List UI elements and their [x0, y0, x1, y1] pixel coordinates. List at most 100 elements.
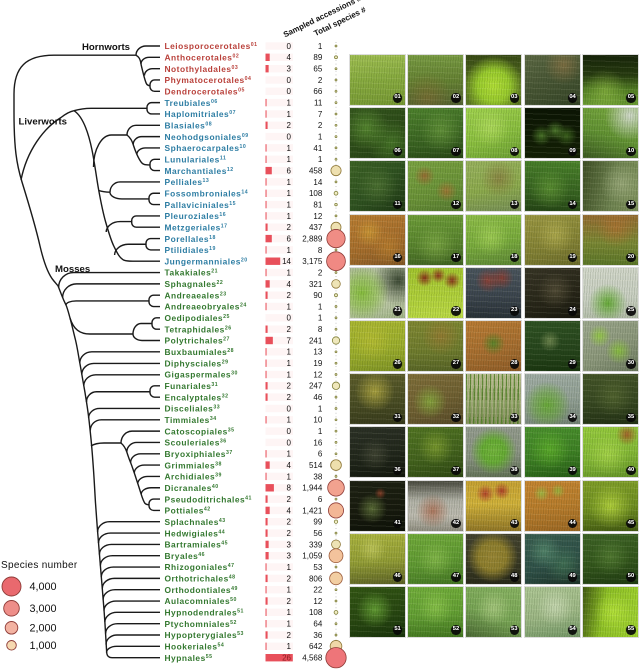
svg-text:Funariales31: Funariales31 [165, 381, 219, 391]
svg-text:0: 0 [287, 76, 292, 85]
svg-text:1: 1 [318, 314, 323, 323]
svg-text:Treubiales06: Treubiales06 [165, 98, 218, 108]
svg-text:1,000: 1,000 [30, 640, 57, 652]
svg-text:Oedipodiales25: Oedipodiales25 [165, 313, 230, 323]
svg-text:8: 8 [318, 325, 323, 334]
svg-text:41: 41 [313, 144, 322, 153]
svg-text:6: 6 [287, 167, 292, 176]
svg-text:2: 2 [287, 518, 292, 527]
svg-text:Pseudoditrichales41: Pseudoditrichales41 [165, 494, 252, 504]
svg-text:1: 1 [287, 178, 292, 187]
svg-text:Tetraphidales26: Tetraphidales26 [165, 324, 232, 334]
svg-text:19: 19 [313, 359, 322, 368]
svg-text:Andreaeobryales24: Andreaeobryales24 [165, 302, 247, 312]
svg-text:1: 1 [287, 201, 292, 210]
svg-text:2: 2 [318, 268, 323, 277]
svg-text:3: 3 [287, 65, 292, 74]
svg-text:Blasiales08: Blasiales08 [165, 121, 213, 131]
svg-text:56: 56 [313, 529, 322, 538]
svg-text:Bryoxiphiales37: Bryoxiphiales37 [165, 449, 233, 459]
svg-text:1: 1 [287, 110, 292, 119]
svg-text:Archidiales39: Archidiales39 [165, 472, 222, 482]
svg-text:3,175: 3,175 [302, 257, 323, 266]
svg-text:81: 81 [313, 201, 322, 210]
svg-text:6: 6 [318, 450, 323, 459]
svg-text:Ptychomniales52: Ptychomniales52 [165, 619, 237, 629]
svg-text:1: 1 [287, 144, 292, 153]
svg-text:11: 11 [314, 99, 323, 108]
svg-text:12: 12 [313, 212, 322, 221]
svg-text:Pallaviciniales15: Pallaviciniales15 [165, 200, 237, 210]
svg-text:1,944: 1,944 [302, 484, 323, 493]
svg-text:7: 7 [287, 336, 292, 345]
svg-text:6: 6 [318, 495, 323, 504]
svg-text:1: 1 [287, 370, 292, 379]
svg-text:Sphagnales22: Sphagnales22 [165, 279, 224, 289]
svg-text:2: 2 [287, 382, 292, 391]
svg-text:Haplomitriales07: Haplomitriales07 [165, 109, 237, 119]
svg-text:64: 64 [313, 620, 322, 629]
svg-text:Pelliales13: Pelliales13 [165, 177, 210, 187]
svg-text:Fossombroniales14: Fossombroniales14 [165, 189, 249, 199]
svg-text:Marchantiales12: Marchantiales12 [165, 166, 234, 176]
svg-text:1: 1 [287, 472, 292, 481]
svg-text:Bryales46: Bryales46 [165, 551, 206, 561]
svg-text:642: 642 [309, 642, 323, 651]
svg-text:Orthodontiales49: Orthodontiales49 [165, 585, 238, 595]
svg-text:0: 0 [287, 42, 292, 51]
svg-text:Takakiales21: Takakiales21 [165, 268, 219, 278]
svg-text:Pottiales42: Pottiales42 [165, 506, 211, 516]
svg-text:Catoscopiales35: Catoscopiales35 [165, 426, 235, 436]
svg-text:247: 247 [309, 382, 323, 391]
svg-text:12: 12 [313, 370, 322, 379]
svg-text:1: 1 [287, 563, 292, 572]
svg-text:2: 2 [287, 121, 292, 130]
svg-text:90: 90 [313, 291, 322, 300]
svg-text:339: 339 [309, 540, 323, 549]
svg-text:0: 0 [287, 438, 292, 447]
svg-text:1: 1 [318, 302, 323, 311]
svg-text:2: 2 [287, 291, 292, 300]
svg-text:Hypnodendrales51: Hypnodendrales51 [165, 608, 244, 618]
svg-text:12: 12 [313, 597, 322, 606]
svg-text:8: 8 [287, 484, 292, 493]
svg-text:2: 2 [287, 631, 292, 640]
svg-text:1: 1 [287, 302, 292, 311]
svg-text:Sphaerocarpales10: Sphaerocarpales10 [165, 143, 247, 153]
svg-text:13: 13 [313, 348, 322, 357]
svg-text:Dicranales40: Dicranales40 [165, 483, 219, 493]
svg-text:458: 458 [309, 167, 323, 176]
svg-text:241: 241 [309, 336, 323, 345]
svg-text:Hypnales55: Hypnales55 [165, 653, 213, 663]
svg-text:Jungermanniales20: Jungermanniales20 [165, 256, 248, 266]
svg-text:14: 14 [282, 257, 291, 266]
svg-text:1: 1 [287, 416, 292, 425]
svg-text:Grimmiales38: Grimmiales38 [165, 460, 222, 470]
svg-text:1: 1 [287, 620, 292, 629]
svg-text:Ptilidiales19: Ptilidiales19 [165, 245, 216, 255]
svg-text:Pleuroziales16: Pleuroziales16 [165, 211, 227, 221]
svg-text:65: 65 [313, 65, 322, 74]
svg-text:1: 1 [287, 189, 292, 198]
svg-text:1,059: 1,059 [302, 552, 323, 561]
svg-text:36: 36 [313, 631, 322, 640]
svg-text:Anthocerotales02: Anthocerotales02 [165, 53, 240, 63]
svg-text:Mosses: Mosses [55, 264, 90, 275]
svg-text:1: 1 [318, 427, 323, 436]
svg-text:Polytrichales27: Polytrichales27 [165, 336, 230, 346]
svg-text:0: 0 [287, 133, 292, 142]
svg-text:108: 108 [309, 608, 323, 617]
svg-text:806: 806 [309, 574, 323, 583]
svg-text:14: 14 [313, 178, 322, 187]
svg-text:2: 2 [287, 393, 292, 402]
svg-text:1: 1 [287, 608, 292, 617]
svg-text:3: 3 [287, 540, 292, 549]
svg-text:0: 0 [287, 427, 292, 436]
svg-text:Metzgeriales17: Metzgeriales17 [165, 222, 228, 232]
svg-text:10: 10 [313, 416, 322, 425]
svg-text:Notothyladales03: Notothyladales03 [165, 64, 239, 74]
svg-text:2: 2 [287, 574, 292, 583]
svg-text:0: 0 [287, 87, 292, 96]
svg-text:1,421: 1,421 [302, 506, 323, 515]
svg-text:321: 321 [309, 280, 323, 289]
